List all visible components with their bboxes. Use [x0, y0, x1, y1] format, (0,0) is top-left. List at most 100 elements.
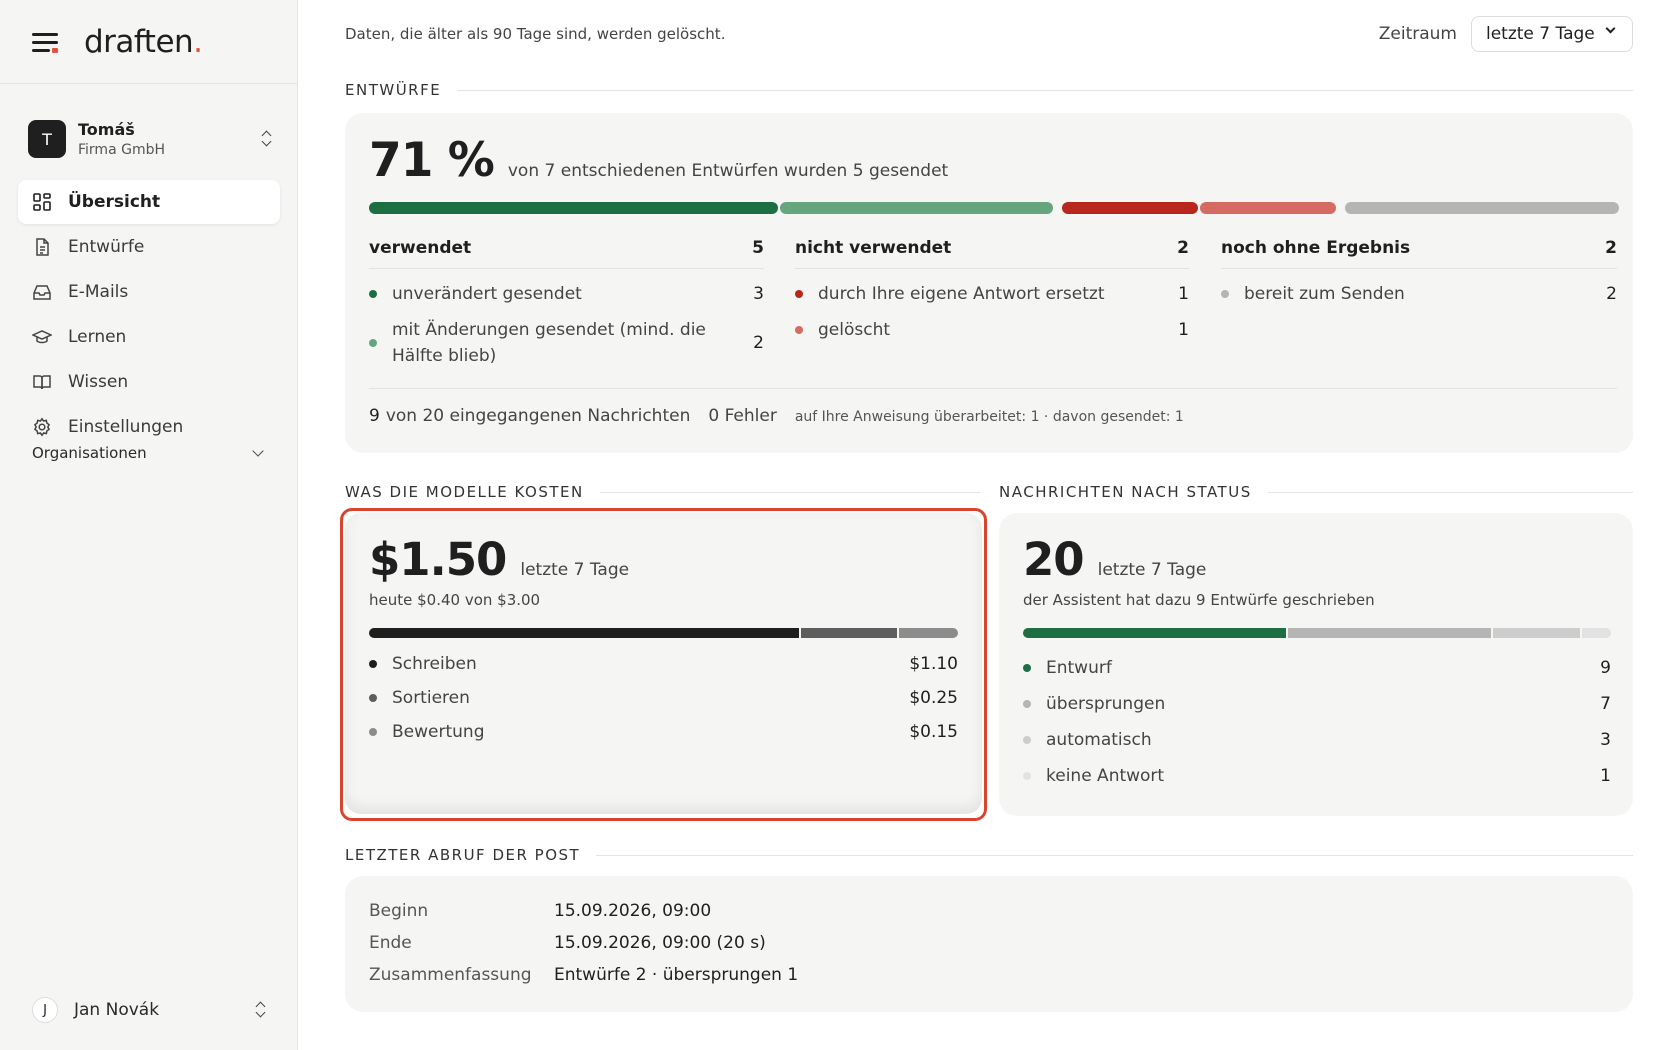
drafts-col-used: verwendet 5 [369, 238, 764, 269]
row-value: 3 [1600, 730, 1611, 750]
bar-segment-unchanged [369, 202, 778, 214]
section-messages-title: NACHRICHTEN NACH STATUS [999, 483, 1633, 501]
status-dot [369, 290, 377, 298]
status-dot [795, 290, 803, 298]
messages-card: 20 letzte 7 Tage der Assistent hat dazu … [999, 513, 1633, 816]
chevron-down-icon [252, 445, 264, 457]
nav-item-wissen[interactable]: Wissen [18, 360, 280, 404]
bar-segment [1493, 628, 1580, 638]
account-org: Firma GmbH [78, 142, 166, 158]
user-avatar: J [32, 997, 58, 1023]
row-value: 7 [1600, 694, 1611, 714]
revisions-note: auf Ihre Anweisung überarbeitet: 1 · dav… [794, 409, 1184, 425]
nav-item-lernen[interactable]: Lernen [18, 315, 280, 359]
logo-text: draften [84, 23, 194, 60]
row-value: $0.15 [909, 722, 958, 742]
nav-item-label: Entwürfe [68, 237, 145, 257]
status-dot [1023, 664, 1031, 672]
drafts-row: unverändert gesendet 3 [369, 284, 764, 304]
bar-segment-changed [780, 202, 1053, 214]
period-filter: Zeitraum letzte 7 Tage [1379, 16, 1633, 52]
drafts-row: bereit zum Senden 2 [1221, 284, 1617, 304]
bar-segment [1023, 628, 1286, 638]
row-value: 9 [1600, 658, 1611, 678]
list-item: Bewertung $0.15 [369, 722, 958, 742]
bar-segment [1287, 628, 1492, 638]
col-count: 5 [752, 238, 764, 258]
bar-segment-pending [1345, 202, 1619, 214]
list-item: übersprungen 7 [1023, 694, 1611, 714]
list-item: Entwurf 9 [1023, 658, 1611, 678]
row-label: Schreiben [392, 654, 477, 674]
period-select[interactable]: letzte 7 Tage [1471, 16, 1633, 52]
row-value: 2 [1606, 284, 1617, 304]
grid-icon [32, 192, 52, 212]
account-name: Tomáš [78, 120, 135, 139]
row-value: 3 [753, 284, 764, 304]
sidebar: draften. T Tomáš Firma GmbH Übersicht En… [0, 0, 298, 1050]
fetch-key: Beginn [369, 901, 429, 921]
gear-icon [32, 417, 52, 437]
row-label: keine Antwort [1046, 766, 1165, 786]
user-name: Jan Novák [74, 1000, 160, 1020]
row-value: 1 [1600, 766, 1611, 786]
nav-item-label: Wissen [68, 372, 129, 392]
row-label: mit Änderungen gesendet (mind. die Hälft… [392, 320, 706, 366]
costs-headline: $1.50 letzte 7 Tage [369, 533, 629, 586]
drafts-headline: 71 % von 7 entschiedenen Entwürfen wurde… [369, 133, 948, 188]
section-fetch-title: LETZTER ABRUF DER POST [345, 846, 1633, 864]
chevron-down-icon [1605, 23, 1616, 34]
row-label: Bewertung [392, 722, 485, 742]
messages-total: 20 [1023, 533, 1085, 586]
col-title: noch ohne Ergebnis [1221, 238, 1411, 258]
drafts-row: mit Änderungen gesendet (mind. die Hälft… [369, 317, 764, 369]
bar-segment [1581, 628, 1611, 638]
account-avatar: T [28, 120, 66, 158]
section-title: NACHRICHTEN NACH STATUS [999, 483, 1252, 501]
drafts-card: 71 % von 7 entschiedenen Entwürfen wurde… [345, 113, 1633, 453]
status-dot [795, 326, 803, 334]
nav-item-label: E-Mails [68, 282, 129, 302]
nav-item-emails[interactable]: E-Mails [18, 270, 280, 314]
row-value: $1.10 [909, 654, 958, 674]
nav-item-entwuerfe[interactable]: Entwürfe [18, 225, 280, 269]
nav-item-uebersicht[interactable]: Übersicht [18, 180, 280, 224]
col-title: nicht verwendet [795, 238, 952, 258]
period-label: Zeitraum [1378, 24, 1457, 44]
row-label: Entwurf [1046, 658, 1112, 678]
list-item: Sortieren $0.25 [369, 688, 958, 708]
col-title: verwendet [369, 238, 472, 258]
logo[interactable]: draften. [84, 24, 203, 60]
fetch-key: Ende [369, 933, 412, 953]
fetch-value: Entwürfe 2 · übersprungen 1 [554, 965, 799, 985]
costs-bar [369, 628, 958, 638]
user-menu[interactable]: J Jan Novák [32, 994, 268, 1026]
col-count: 2 [1605, 238, 1617, 258]
received-count: 9 [369, 406, 380, 426]
nav-item-einstellungen[interactable]: Einstellungen [18, 405, 280, 449]
section-costs-title: WAS DIE MODELLE KOSTEN [345, 483, 980, 501]
messages-bar [1023, 628, 1611, 638]
list-item: automatisch 3 [1023, 730, 1611, 750]
fetch-value: 15.09.2026, 09:00 [554, 901, 712, 921]
status-dot [369, 694, 377, 702]
fetch-row-start: Beginn 15.09.2026, 09:00 [369, 901, 711, 921]
bar-segment-replaced [1062, 202, 1198, 214]
menu-icon[interactable] [32, 32, 58, 53]
fetch-key: Zusammenfassung [369, 965, 532, 985]
row-value: 2 [753, 333, 764, 353]
messages-note: der Assistent hat dazu 9 Entwürfe geschr… [1023, 591, 1375, 609]
row-label: unverändert gesendet [392, 284, 582, 304]
received-text: von 20 eingegangenen Nachrichten [385, 406, 691, 426]
status-dot [369, 660, 377, 668]
section-title: WAS DIE MODELLE KOSTEN [345, 483, 584, 501]
account-switcher[interactable]: T Tomáš Firma GmbH [28, 116, 274, 162]
inbox-icon [32, 282, 52, 302]
errors-count: 0 Fehler [708, 406, 777, 426]
messages-headline: 20 letzte 7 Tage [1023, 533, 1206, 586]
organizations-toggle[interactable]: Organisationen [32, 444, 268, 462]
logo-dot: . [193, 23, 203, 60]
messages-period: letzte 7 Tage [1097, 560, 1207, 580]
drafts-col-unused: nicht verwendet 2 [795, 238, 1189, 269]
bar-segment [899, 628, 958, 638]
